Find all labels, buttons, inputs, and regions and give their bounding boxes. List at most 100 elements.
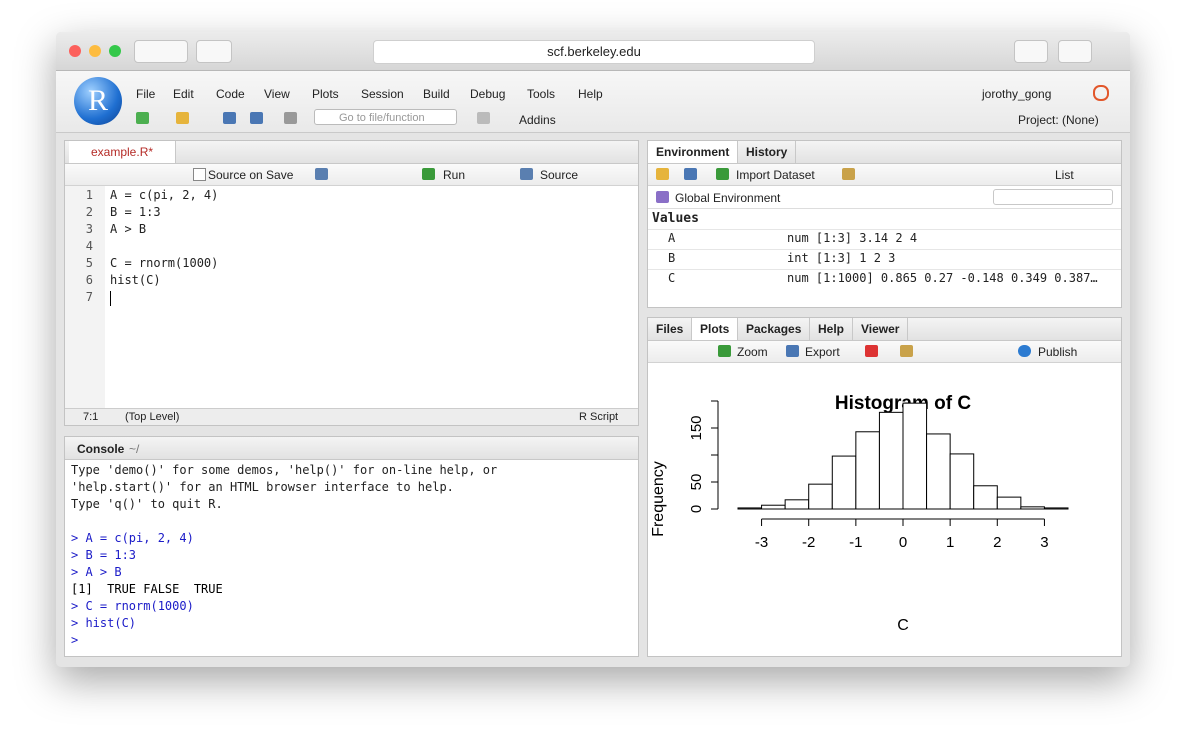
menu-item[interactable]: Edit bbox=[173, 87, 194, 101]
tab[interactable]: Environment bbox=[648, 141, 739, 163]
console-line: > C = rnorm(1000) bbox=[71, 599, 194, 613]
tab[interactable]: Help bbox=[810, 318, 854, 340]
plots-toolbar: Zoom Export Publish bbox=[648, 341, 1121, 363]
x-tick-label: 1 bbox=[946, 534, 954, 551]
import-icon[interactable] bbox=[716, 168, 729, 180]
environment-toolbar: Import Dataset List bbox=[648, 164, 1121, 186]
publish-button[interactable]: Publish bbox=[1038, 345, 1078, 359]
bar bbox=[902, 402, 928, 510]
find-icon[interactable] bbox=[315, 168, 328, 180]
bar bbox=[996, 496, 1022, 510]
console-line: [1] TRUE FALSE TRUE bbox=[71, 582, 223, 596]
save-icon[interactable] bbox=[223, 112, 236, 124]
source-on-save-checkbox[interactable] bbox=[193, 168, 206, 181]
console-path: ~/ bbox=[129, 442, 140, 456]
variable-value: num [1:3] 3.14 2 4 bbox=[787, 231, 918, 245]
import-dataset[interactable]: Import Dataset bbox=[736, 168, 815, 182]
goto-search[interactable]: Go to file/function bbox=[314, 109, 457, 125]
source-button[interactable]: Source bbox=[540, 168, 579, 182]
scope[interactable]: (Top Level) bbox=[125, 411, 180, 423]
bar bbox=[761, 504, 786, 510]
bar bbox=[831, 455, 857, 510]
row-divider bbox=[648, 269, 1121, 270]
export-icon[interactable] bbox=[786, 345, 799, 357]
tab[interactable]: Files bbox=[648, 318, 693, 340]
x-axis-label: C bbox=[897, 617, 909, 634]
bar bbox=[784, 499, 810, 510]
tab[interactable]: Viewer bbox=[853, 318, 909, 340]
code-line: hist(C) bbox=[110, 273, 161, 287]
tab[interactable]: Packages bbox=[738, 318, 811, 340]
menu-item[interactable]: Tools bbox=[527, 87, 556, 101]
menu-item[interactable]: Build bbox=[423, 87, 450, 101]
console-line: Type 'demo()' for some demos, 'help()' f… bbox=[71, 463, 498, 477]
editor-toolbar: Source on Save Run Source bbox=[65, 164, 638, 186]
menu-item[interactable]: Help bbox=[578, 87, 603, 101]
share-button[interactable] bbox=[1014, 40, 1048, 63]
editor-tab[interactable]: example.R* bbox=[69, 141, 177, 163]
new-file-icon[interactable] bbox=[136, 112, 149, 124]
scope-menu[interactable]: Global Environment bbox=[675, 191, 781, 205]
menu-item[interactable]: File bbox=[136, 87, 156, 101]
env-search[interactable] bbox=[993, 189, 1113, 205]
print-icon[interactable] bbox=[284, 112, 297, 124]
project-menu[interactable]: Project: (None) bbox=[1018, 113, 1099, 127]
view-mode[interactable]: List bbox=[1055, 168, 1074, 182]
console-line: > B = 1:3 bbox=[71, 548, 137, 562]
source-icon[interactable] bbox=[520, 168, 533, 180]
status-bar: 7:1 (Top Level) R Script bbox=[65, 408, 638, 425]
addins-menu[interactable]: Addins bbox=[519, 113, 556, 127]
menu-item[interactable]: Plots bbox=[312, 87, 339, 101]
tabs-button[interactable] bbox=[1058, 40, 1092, 63]
zoom-button[interactable]: Zoom bbox=[737, 345, 768, 359]
variable-name[interactable]: C bbox=[668, 271, 676, 285]
save-all-icon[interactable] bbox=[250, 112, 263, 124]
environment-pane: Environment History Import Dataset List G… bbox=[647, 140, 1122, 308]
zoom-icon[interactable] bbox=[718, 345, 731, 357]
menu-item[interactable]: Debug bbox=[470, 87, 506, 101]
variable-name[interactable]: A bbox=[668, 231, 676, 245]
histogram: Histogram of C C Frequency -3 -2 -1 0 1 2 3050… bbox=[650, 393, 1069, 634]
publish-icon[interactable] bbox=[1018, 345, 1031, 357]
file-type[interactable]: R Script bbox=[579, 411, 619, 423]
bar bbox=[737, 507, 763, 510]
line-number: 4 bbox=[85, 239, 93, 253]
x-tick-label: 2 bbox=[993, 534, 1001, 551]
menu-item[interactable]: Code bbox=[216, 87, 245, 101]
line-number: 5 bbox=[85, 256, 93, 270]
load-icon[interactable] bbox=[656, 168, 669, 180]
layout-icon[interactable] bbox=[477, 112, 490, 124]
menu-item[interactable]: Session bbox=[361, 87, 404, 101]
variable-name[interactable]: B bbox=[668, 251, 676, 265]
menu-item[interactable]: View bbox=[264, 87, 290, 101]
address-bar[interactable]: scf.berkeley.edu bbox=[373, 40, 815, 64]
minimize-button[interactable] bbox=[89, 45, 101, 57]
sidebar-button[interactable] bbox=[196, 40, 232, 63]
line-number: 1 bbox=[85, 188, 93, 202]
open-icon[interactable] bbox=[176, 112, 189, 124]
source-on-save-label: Source on Save bbox=[208, 168, 294, 182]
console-line: > bbox=[71, 633, 79, 647]
clear-plots-icon[interactable] bbox=[900, 345, 913, 357]
export-button[interactable]: Export bbox=[805, 345, 840, 359]
tab[interactable]: History bbox=[738, 141, 797, 163]
run-button[interactable]: Run bbox=[443, 168, 466, 182]
save-icon[interactable] bbox=[684, 168, 697, 180]
run-icon[interactable] bbox=[422, 168, 435, 180]
quit-button[interactable] bbox=[1093, 85, 1109, 101]
files-tabs: Files Plots Packages Help Viewer bbox=[648, 318, 1121, 341]
close-button[interactable] bbox=[69, 45, 81, 57]
console-line: > A > B bbox=[71, 565, 122, 579]
section-header: Values bbox=[652, 211, 699, 226]
console-pane: Console ~/ Type 'demo()' for some demos,… bbox=[64, 436, 639, 657]
tab[interactable]: Plots bbox=[692, 318, 739, 340]
remove-plot-icon[interactable] bbox=[865, 345, 878, 357]
bar bbox=[855, 431, 880, 510]
zoom-button[interactable] bbox=[109, 45, 121, 57]
nav-buttons[interactable] bbox=[134, 40, 188, 63]
console-output[interactable]: Type 'demo()' for some demos, 'help()' f… bbox=[65, 460, 638, 655]
code-line: C = rnorm(1000) bbox=[110, 256, 219, 270]
source-pane: example.R* Source on Save Run Source 1 2 3… bbox=[64, 140, 639, 426]
clear-icon[interactable] bbox=[842, 168, 855, 180]
plots-pane: Files Plots Packages Help Viewer Zoom Export… bbox=[647, 317, 1122, 657]
